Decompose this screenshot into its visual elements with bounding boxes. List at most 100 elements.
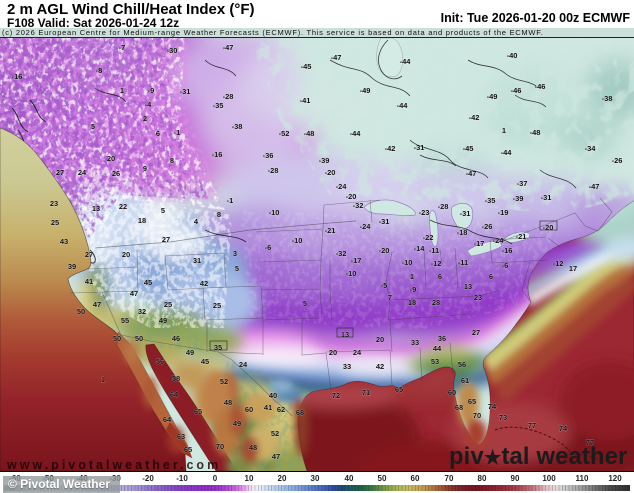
svg-text:1: 1: [410, 272, 414, 281]
svg-text:70: 70: [473, 411, 481, 420]
svg-text:47: 47: [130, 289, 138, 298]
svg-text:63: 63: [177, 432, 185, 441]
svg-text:7: 7: [388, 293, 392, 302]
svg-text:-37: -37: [517, 179, 528, 188]
svg-text:74: 74: [488, 402, 497, 411]
svg-text:-39: -39: [319, 156, 330, 165]
svg-text:-32: -32: [353, 201, 364, 210]
svg-text:-8: -8: [96, 66, 103, 75]
svg-text:20: 20: [122, 250, 130, 259]
svg-text:73: 73: [499, 413, 507, 422]
svg-text:-47: -47: [223, 43, 234, 52]
svg-text:-28: -28: [223, 92, 234, 101]
svg-text:-40: -40: [507, 51, 518, 60]
svg-text:-10: -10: [292, 236, 303, 245]
svg-text:49: 49: [159, 316, 167, 325]
svg-text:60: 60: [448, 388, 456, 397]
svg-text:9: 9: [143, 164, 147, 173]
svg-text:-11: -11: [458, 258, 468, 267]
svg-text:-16: -16: [502, 246, 513, 255]
svg-text:20: 20: [107, 154, 115, 163]
svg-text:5: 5: [161, 206, 165, 215]
svg-text:62: 62: [277, 405, 285, 414]
svg-text:43: 43: [60, 237, 68, 246]
svg-text:71: 71: [362, 388, 370, 397]
svg-text:52: 52: [220, 377, 228, 386]
svg-text:65: 65: [194, 407, 202, 416]
svg-text:27: 27: [56, 168, 64, 177]
svg-text:17: 17: [569, 264, 577, 273]
svg-text:68: 68: [296, 408, 304, 417]
svg-text:60: 60: [245, 405, 253, 414]
svg-text:5: 5: [303, 299, 307, 308]
svg-text:-24: -24: [336, 182, 348, 191]
svg-text:-1: -1: [227, 196, 234, 205]
svg-text:27: 27: [85, 250, 93, 259]
svg-text:-1: -1: [174, 128, 181, 137]
svg-text:-38: -38: [602, 94, 613, 103]
svg-text:3: 3: [233, 249, 237, 258]
svg-text:-44: -44: [501, 148, 513, 157]
svg-text:-39: -39: [513, 194, 524, 203]
svg-text:61: 61: [461, 376, 469, 385]
svg-text:-4: -4: [145, 100, 152, 109]
svg-text:77: 77: [528, 421, 536, 430]
svg-text:47: 47: [272, 452, 280, 461]
svg-text:25: 25: [51, 218, 59, 227]
svg-text:-23: -23: [419, 208, 430, 217]
svg-text:24: 24: [353, 348, 362, 357]
svg-text:8: 8: [170, 156, 174, 165]
svg-text:64: 64: [170, 390, 179, 399]
svg-text:28: 28: [432, 298, 440, 307]
svg-text:65: 65: [468, 397, 476, 406]
svg-text:-12: -12: [431, 259, 442, 268]
svg-text:26: 26: [112, 169, 120, 178]
svg-text:6: 6: [489, 272, 493, 281]
svg-text:-14: -14: [414, 244, 426, 253]
svg-text:-20: -20: [543, 223, 554, 232]
svg-text:-26: -26: [482, 222, 493, 231]
svg-text:-42: -42: [385, 144, 396, 153]
svg-text:77: 77: [586, 438, 594, 447]
svg-text:46: 46: [172, 334, 180, 343]
svg-text:-10: -10: [346, 269, 357, 278]
svg-text:-24: -24: [493, 236, 505, 245]
svg-text:13: 13: [464, 282, 472, 291]
svg-text:65: 65: [395, 385, 403, 394]
svg-text:56: 56: [156, 357, 164, 366]
svg-text:-35: -35: [485, 196, 496, 205]
svg-text:-31: -31: [460, 209, 471, 218]
svg-text:45: 45: [144, 278, 152, 287]
svg-text:-19: -19: [498, 208, 509, 217]
svg-text:-38: -38: [232, 122, 243, 131]
svg-text:-44: -44: [397, 101, 409, 110]
svg-text:53: 53: [431, 357, 439, 366]
svg-text:-18: -18: [457, 228, 468, 237]
svg-text:41: 41: [85, 277, 93, 286]
svg-text:-30: -30: [167, 46, 178, 55]
svg-text:25: 25: [213, 301, 221, 310]
svg-text:8: 8: [217, 210, 221, 219]
svg-text:-44: -44: [400, 57, 412, 66]
svg-text:32: 32: [138, 307, 146, 316]
svg-text:-36: -36: [263, 151, 274, 160]
svg-text:50: 50: [135, 334, 143, 343]
svg-text:25: 25: [164, 300, 172, 309]
svg-text:-12: -12: [553, 259, 564, 268]
svg-text:72: 72: [332, 391, 340, 400]
svg-text:2: 2: [143, 114, 147, 123]
svg-text:49: 49: [233, 419, 241, 428]
svg-text:-7: -7: [119, 43, 126, 52]
svg-text:33: 33: [343, 362, 351, 371]
svg-text:-5: -5: [381, 281, 388, 290]
svg-text:1: 1: [101, 375, 105, 384]
svg-text:36: 36: [438, 334, 446, 343]
svg-text:-34: -34: [585, 144, 597, 153]
svg-text:-35: -35: [213, 101, 224, 110]
svg-text:-10: -10: [402, 258, 413, 267]
svg-text:39: 39: [68, 262, 76, 271]
svg-text:65: 65: [184, 445, 192, 454]
svg-text:-20: -20: [325, 168, 336, 177]
svg-text:27: 27: [472, 328, 480, 337]
svg-text:58: 58: [172, 374, 180, 383]
